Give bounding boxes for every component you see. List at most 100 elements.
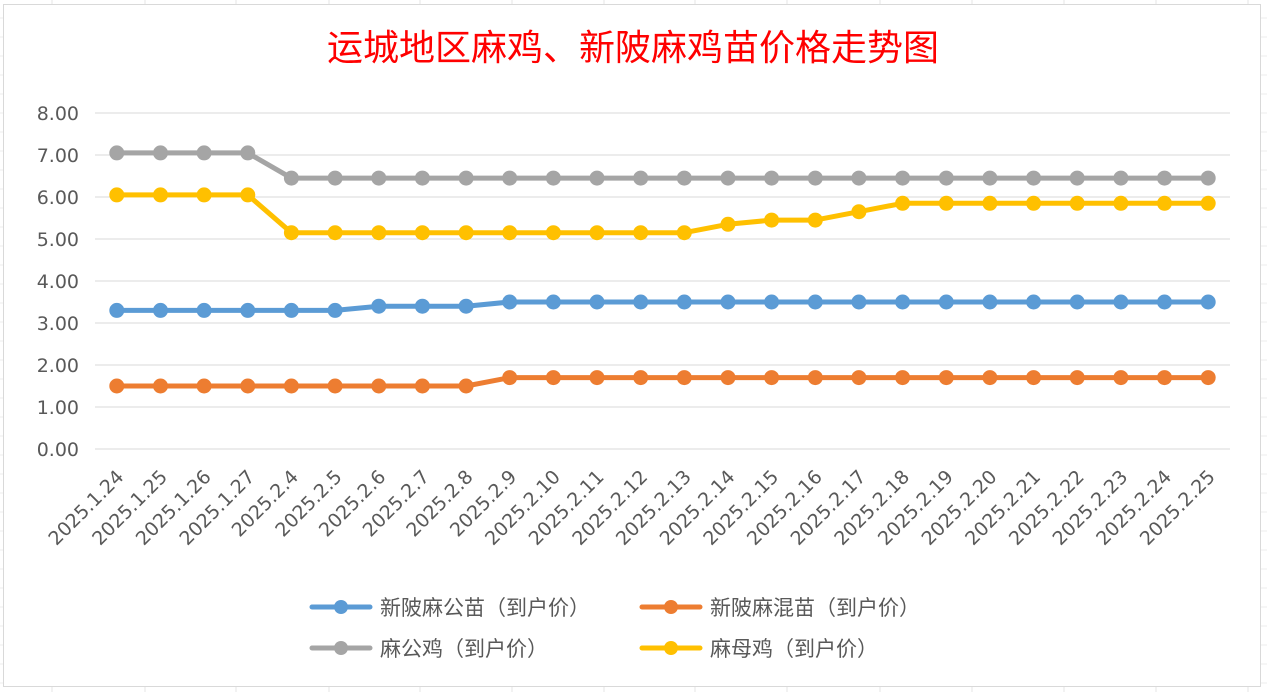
data-point[interactable] — [938, 170, 954, 186]
data-point[interactable] — [502, 294, 518, 310]
data-point[interactable] — [1069, 370, 1085, 386]
data-point[interactable] — [1200, 195, 1216, 211]
data-point[interactable] — [1157, 294, 1172, 310]
data-point[interactable] — [458, 298, 474, 314]
data-point[interactable] — [545, 225, 561, 241]
data-point[interactable] — [283, 225, 299, 241]
data-point[interactable] — [502, 170, 518, 186]
data-point[interactable] — [371, 225, 387, 241]
data-point[interactable] — [153, 145, 168, 161]
data-point[interactable] — [807, 170, 823, 186]
data-point[interactable] — [371, 378, 387, 394]
data-point[interactable] — [720, 370, 736, 386]
data-point[interactable] — [1069, 294, 1085, 310]
data-point[interactable] — [1200, 294, 1216, 310]
data-point[interactable] — [458, 378, 474, 394]
data-point[interactable] — [458, 225, 474, 241]
data-point[interactable] — [327, 378, 343, 394]
data-point[interactable] — [545, 294, 561, 310]
data-point[interactable] — [851, 170, 867, 186]
data-point[interactable] — [1026, 294, 1042, 310]
data-point[interactable] — [371, 298, 387, 314]
data-point[interactable] — [458, 170, 474, 186]
data-point[interactable] — [414, 225, 430, 241]
data-point[interactable] — [938, 294, 954, 310]
data-point[interactable] — [1069, 170, 1085, 186]
data-point[interactable] — [720, 170, 736, 186]
data-point[interactable] — [1157, 195, 1172, 211]
data-point[interactable] — [895, 170, 911, 186]
data-point[interactable] — [1113, 195, 1129, 211]
data-point[interactable] — [807, 370, 823, 386]
data-point[interactable] — [895, 294, 911, 310]
data-point[interactable] — [283, 170, 299, 186]
data-point[interactable] — [327, 170, 343, 186]
data-point[interactable] — [589, 294, 605, 310]
data-point[interactable] — [153, 187, 168, 203]
data-point[interactable] — [764, 170, 780, 186]
data-point[interactable] — [502, 225, 518, 241]
data-point[interactable] — [196, 187, 212, 203]
data-point[interactable] — [371, 170, 387, 186]
data-point[interactable] — [982, 370, 998, 386]
data-point[interactable] — [196, 145, 212, 161]
data-point[interactable] — [938, 195, 954, 211]
data-point[interactable] — [1157, 170, 1172, 186]
data-point[interactable] — [327, 225, 343, 241]
data-point[interactable] — [153, 302, 168, 318]
legend-item[interactable]: 麻母鸡（到户价） — [639, 637, 878, 661]
data-point[interactable] — [633, 170, 649, 186]
data-point[interactable] — [589, 170, 605, 186]
legend-item[interactable]: 新陂麻混苗（到户价） — [639, 596, 920, 620]
data-point[interactable] — [109, 145, 125, 161]
data-point[interactable] — [327, 302, 343, 318]
data-point[interactable] — [633, 294, 649, 310]
data-point[interactable] — [283, 378, 299, 394]
data-point[interactable] — [153, 378, 168, 394]
data-point[interactable] — [502, 370, 518, 386]
data-point[interactable] — [1200, 370, 1216, 386]
data-point[interactable] — [1157, 370, 1172, 386]
data-point[interactable] — [414, 298, 430, 314]
data-point[interactable] — [1069, 195, 1085, 211]
data-point[interactable] — [633, 225, 649, 241]
data-point[interactable] — [240, 145, 256, 161]
data-point[interactable] — [545, 370, 561, 386]
data-point[interactable] — [676, 225, 692, 241]
chart-container[interactable] — [3, 4, 1261, 687]
data-point[interactable] — [1026, 195, 1042, 211]
data-point[interactable] — [240, 378, 256, 394]
data-point[interactable] — [982, 170, 998, 186]
chart-legend[interactable]: 新陂麻公苗（到户价） 新陂麻混苗（到户价） 麻公鸡（到户价） 麻母鸡（到户价） — [309, 596, 920, 661]
data-point[interactable] — [240, 187, 256, 203]
data-point[interactable] — [807, 294, 823, 310]
data-point[interactable] — [982, 294, 998, 310]
data-point[interactable] — [1200, 170, 1216, 186]
data-point[interactable] — [589, 225, 605, 241]
data-point[interactable] — [764, 294, 780, 310]
data-point[interactable] — [109, 378, 125, 394]
data-point[interactable] — [851, 294, 867, 310]
data-point[interactable] — [196, 302, 212, 318]
data-point[interactable] — [545, 170, 561, 186]
data-point[interactable] — [851, 204, 867, 220]
data-point[interactable] — [938, 370, 954, 386]
data-point[interactable] — [196, 378, 212, 394]
data-point[interactable] — [676, 294, 692, 310]
data-point[interactable] — [764, 370, 780, 386]
data-point[interactable] — [676, 370, 692, 386]
data-point[interactable] — [1113, 294, 1129, 310]
data-point[interactable] — [807, 212, 823, 228]
data-point[interactable] — [764, 212, 780, 228]
data-point[interactable] — [240, 302, 256, 318]
data-point[interactable] — [589, 370, 605, 386]
data-point[interactable] — [895, 195, 911, 211]
data-point[interactable] — [414, 378, 430, 394]
data-point[interactable] — [109, 187, 125, 203]
legend-item[interactable]: 新陂麻公苗（到户价） — [309, 596, 590, 620]
data-point[interactable] — [633, 370, 649, 386]
data-point[interactable] — [283, 302, 299, 318]
data-point[interactable] — [1026, 370, 1042, 386]
data-point[interactable] — [720, 294, 736, 310]
